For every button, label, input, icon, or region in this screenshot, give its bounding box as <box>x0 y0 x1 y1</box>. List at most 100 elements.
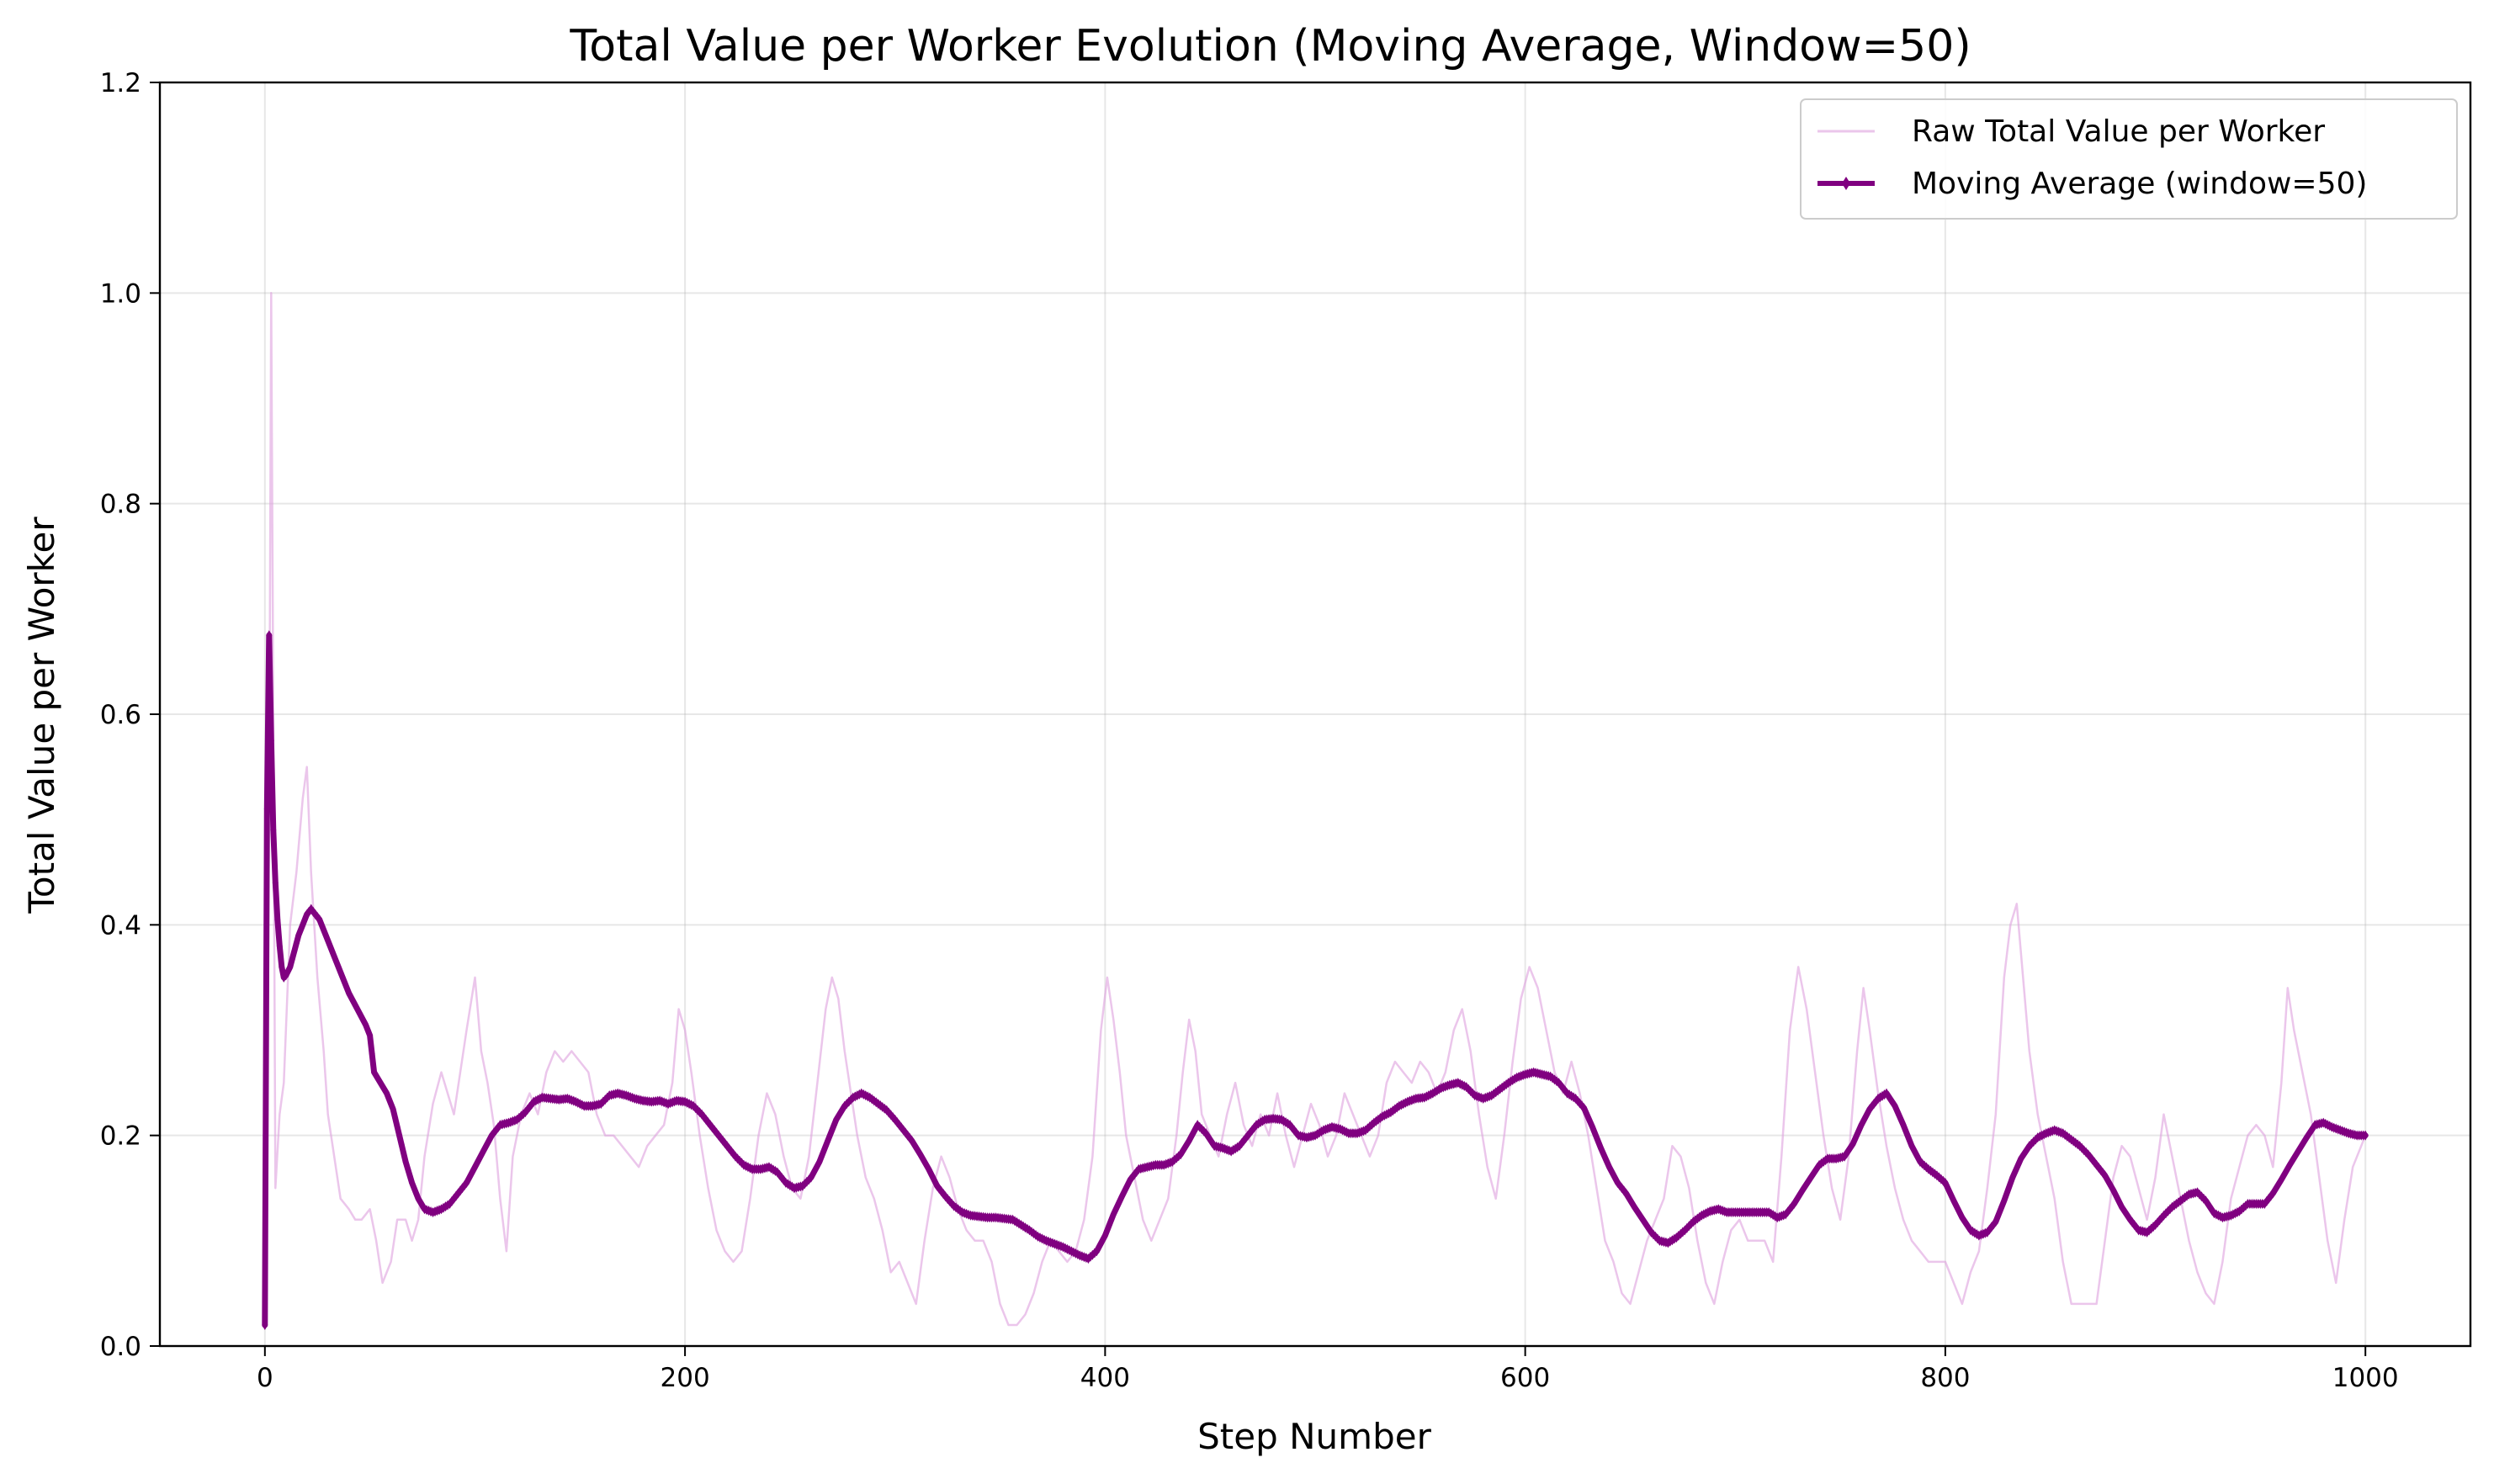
moving-average-marker <box>270 824 277 835</box>
moving-average-marker <box>1591 1126 1598 1137</box>
moving-average-marker <box>457 1185 464 1196</box>
moving-average-marker <box>391 1112 399 1123</box>
moving-average-marker <box>395 1130 403 1141</box>
moving-average-marker <box>367 1030 374 1041</box>
x-tick-label: 600 <box>1500 1363 1550 1393</box>
moving-average-marker <box>354 1004 361 1015</box>
x-tick-label: 400 <box>1080 1363 1130 1393</box>
moving-average-marker <box>408 1177 416 1188</box>
moving-average-marker <box>1633 1205 1640 1216</box>
moving-average-marker <box>725 1143 733 1154</box>
moving-average-marker <box>394 1121 401 1132</box>
moving-average-marker <box>1110 1209 1117 1220</box>
moving-average-marker <box>835 1110 841 1121</box>
moving-average-marker <box>696 1107 703 1118</box>
moving-average-marker <box>830 1120 837 1131</box>
moving-average-marker <box>1096 1242 1102 1253</box>
series-layer <box>262 292 2369 1330</box>
moving-average-marker <box>1371 1117 1377 1128</box>
moving-average-marker <box>910 1138 917 1149</box>
chart-title: Total Value per Worker Evolution (Moving… <box>569 21 1971 72</box>
moving-average-marker <box>289 954 295 965</box>
moving-average-marker <box>333 957 340 967</box>
legend-raw-label: Raw Total Value per Worker <box>1912 114 2325 149</box>
moving-average-marker <box>711 1125 718 1136</box>
moving-average-marker <box>471 1162 479 1173</box>
moving-average-marker <box>314 911 321 922</box>
moving-average-marker <box>1551 1074 1558 1085</box>
moving-average-marker <box>492 1125 500 1136</box>
moving-average-marker <box>896 1120 903 1131</box>
moving-average-marker <box>390 1104 396 1115</box>
moving-average-marker <box>1192 1123 1199 1134</box>
moving-average-marker <box>400 1147 407 1158</box>
moving-average-marker <box>263 803 270 814</box>
moving-average-marker <box>2362 1130 2369 1141</box>
moving-average-marker <box>1131 1169 1138 1179</box>
raw-series-line <box>263 292 2367 1327</box>
moving-average-marker <box>809 1169 816 1179</box>
moving-average-marker <box>715 1130 722 1141</box>
moving-average-marker <box>915 1146 921 1157</box>
moving-average-marker <box>516 1112 523 1123</box>
moving-average-marker <box>291 946 298 957</box>
moving-average-marker <box>913 1142 920 1153</box>
moving-average-marker <box>721 1138 729 1149</box>
moving-average-marker <box>1593 1132 1600 1143</box>
moving-average-marker <box>955 1204 962 1215</box>
moving-average-marker <box>475 1153 483 1164</box>
moving-average-marker <box>1493 1087 1499 1098</box>
moving-average-marker <box>446 1199 454 1210</box>
moving-average-marker <box>318 920 325 930</box>
moving-average-marker <box>602 1094 608 1105</box>
moving-average-marker <box>358 1011 365 1022</box>
legend-box <box>1800 98 2458 220</box>
moving-average-marker <box>329 946 336 957</box>
moving-average-marker <box>1032 1229 1039 1240</box>
moving-average-markers <box>262 630 2369 1330</box>
moving-average-marker <box>1393 1102 1400 1113</box>
moving-average-marker <box>1608 1165 1615 1176</box>
moving-average-marker <box>1112 1205 1119 1216</box>
moving-average-marker <box>873 1097 879 1108</box>
moving-average-marker <box>1490 1089 1497 1100</box>
moving-average-marker <box>1612 1174 1619 1185</box>
moving-average-marker <box>284 966 291 977</box>
moving-average-marker <box>816 1156 823 1167</box>
moving-average-marker <box>262 1319 268 1330</box>
moving-average-marker <box>526 1101 533 1112</box>
moving-average-marker <box>1392 1104 1398 1115</box>
moving-average-marker <box>1629 1198 1636 1209</box>
moving-average-marker <box>326 941 333 951</box>
moving-average-marker <box>1093 1246 1100 1257</box>
x-tick-label: 1000 <box>2332 1363 2399 1393</box>
moving-average-marker <box>1114 1200 1121 1211</box>
moving-average-marker <box>325 935 332 946</box>
moving-average-marker <box>1194 1120 1201 1131</box>
x-tick-label: 800 <box>1920 1363 1970 1393</box>
moving-average-marker <box>287 962 294 973</box>
moving-average-marker <box>266 630 273 641</box>
moving-average-marker <box>419 1200 426 1211</box>
moving-average-marker <box>892 1114 899 1125</box>
moving-average-marker <box>846 1096 852 1107</box>
x-axis-title: Step Number <box>1197 1416 1431 1457</box>
moving-average-marker <box>1190 1127 1197 1138</box>
legend-ma-marker <box>1842 177 1850 190</box>
moving-average-marker <box>402 1156 409 1167</box>
moving-average-marker <box>801 1179 808 1190</box>
moving-average-marker <box>274 914 281 925</box>
moving-average-marker <box>388 1099 395 1110</box>
moving-average-marker <box>1291 1125 1297 1136</box>
moving-average-marker <box>279 962 285 973</box>
moving-average-marker <box>805 1174 812 1185</box>
moving-average-marker <box>300 920 306 930</box>
moving-average-marker <box>268 735 274 746</box>
moving-average-marker <box>398 1139 405 1150</box>
moving-average-marker <box>406 1170 413 1181</box>
moving-average-marker <box>486 1134 493 1145</box>
moving-average-marker <box>1589 1121 1596 1132</box>
moving-average-marker <box>952 1202 959 1213</box>
